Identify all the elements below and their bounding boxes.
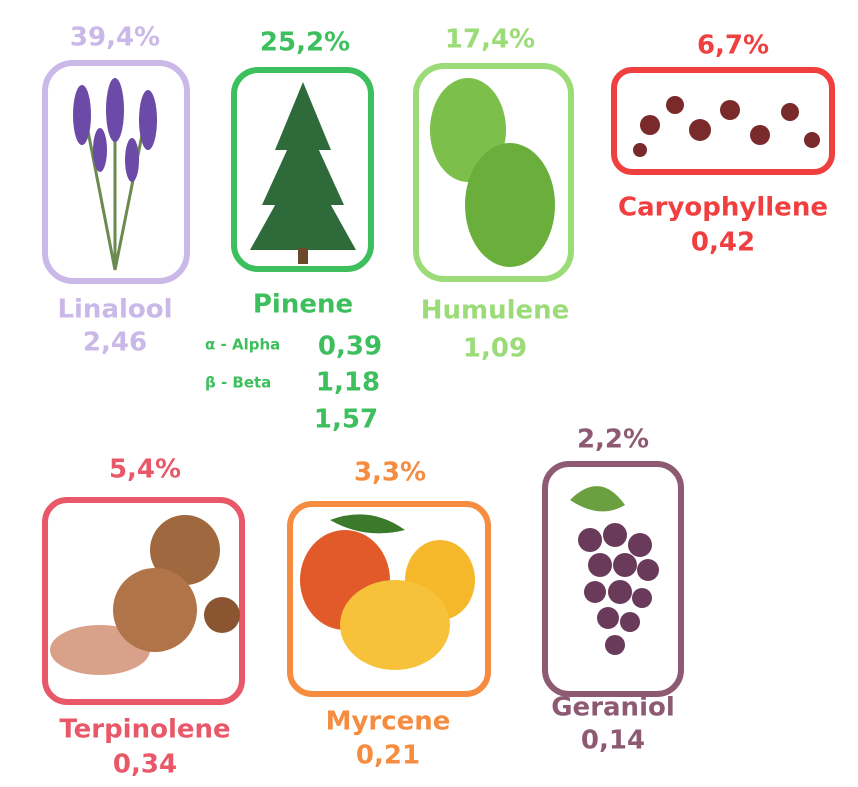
decoration [465, 143, 555, 267]
sub-value: 1,18 [316, 368, 380, 398]
decoration [588, 553, 612, 577]
name: Linalool [57, 295, 172, 325]
decoration [113, 568, 197, 652]
value: 0,42 [691, 228, 755, 258]
decoration [570, 486, 625, 512]
sub-value: 0,39 [318, 332, 382, 362]
decoration [603, 523, 627, 547]
decoration [340, 580, 450, 670]
name: Humulene [421, 296, 570, 326]
myrcene-card: 3,3% Myrcene 0,21 [287, 458, 491, 771]
decoration [720, 100, 740, 120]
decoration [666, 96, 684, 114]
decoration [250, 155, 356, 250]
decoration [637, 559, 659, 581]
decoration [605, 635, 625, 655]
decoration [632, 588, 652, 608]
percent: 5,4% [109, 455, 181, 485]
pinene-card: 25,2% Pinene α - Alpha 0,39 β - Beta 1,1… [205, 28, 382, 435]
decoration [584, 581, 606, 603]
decoration [93, 128, 107, 172]
value: 0,14 [581, 726, 645, 756]
value: 1,09 [463, 334, 527, 364]
decoration [578, 523, 659, 655]
sub-label: β - Beta [205, 374, 271, 392]
decoration [204, 597, 240, 633]
decoration [578, 528, 602, 552]
decoration [640, 115, 660, 135]
decoration [73, 78, 157, 182]
decoration [804, 132, 820, 148]
name: Pinene [253, 290, 353, 320]
value: 0,34 [113, 750, 177, 780]
decoration [597, 607, 619, 629]
humulene-card: 17,4% Humulene 1,09 [413, 25, 574, 364]
decoration [106, 78, 124, 142]
caryophyllene-card: 6,7% Caryophyllene 0,42 [611, 31, 835, 258]
sub-label: α - Alpha [205, 336, 280, 354]
percent: 17,4% [445, 25, 535, 55]
decoration [611, 67, 835, 175]
percent: 6,7% [697, 31, 769, 61]
value: 0,21 [356, 741, 420, 771]
decoration [608, 580, 632, 604]
name: Geraniol [551, 693, 675, 723]
decoration [620, 612, 640, 632]
decoration [750, 125, 770, 145]
terpinolene-card: 5,4% Terpinolene 0,34 [42, 455, 245, 780]
decoration [633, 96, 820, 157]
linalool-card: 39,4% Linalool 2,46 [42, 23, 190, 358]
decoration [125, 138, 139, 182]
decoration [628, 533, 652, 557]
percent: 39,4% [70, 23, 160, 53]
percent: 25,2% [260, 28, 350, 58]
name: Myrcene [326, 707, 451, 737]
value: 1,57 [314, 405, 378, 435]
decoration [150, 515, 220, 585]
decoration [250, 82, 356, 250]
decoration [633, 143, 647, 157]
decoration [73, 85, 91, 145]
name: Caryophyllene [618, 193, 828, 223]
decoration [613, 553, 637, 577]
decoration [330, 514, 405, 534]
percent: 3,3% [354, 458, 426, 488]
decoration [139, 90, 157, 150]
decoration [298, 248, 308, 264]
value: 2,46 [83, 328, 147, 358]
decoration [689, 119, 711, 141]
geraniol-card: 2,2% Geraniol 0,14 [542, 425, 684, 756]
name: Terpinolene [59, 715, 230, 745]
percent: 2,2% [577, 425, 649, 455]
decoration [542, 461, 684, 697]
decoration [781, 103, 799, 121]
